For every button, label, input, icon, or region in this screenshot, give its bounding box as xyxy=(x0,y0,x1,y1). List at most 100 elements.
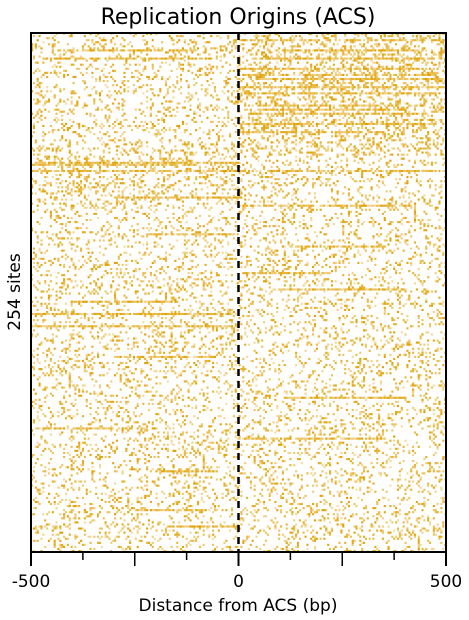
heatmap-cell xyxy=(189,47,192,50)
heatmap-cell xyxy=(353,131,356,134)
heatmap-cell xyxy=(308,98,311,101)
heatmap-cell xyxy=(295,173,298,177)
heatmap-cell xyxy=(389,77,392,81)
heatmap-cell xyxy=(168,186,171,189)
heatmap-cell xyxy=(114,80,117,83)
heatmap-cell xyxy=(293,126,296,130)
heatmap-cell xyxy=(415,131,418,134)
heatmap-cell xyxy=(149,33,152,36)
heatmap-cell xyxy=(415,92,418,95)
heatmap-cell xyxy=(361,80,364,83)
heatmap-cell xyxy=(361,77,364,81)
heatmap-cell xyxy=(263,104,266,107)
heatmap-cell xyxy=(332,75,335,79)
heatmap-cell xyxy=(238,137,241,140)
heatmap-cell xyxy=(308,104,311,107)
heatmap-cell xyxy=(198,69,201,72)
heatmap-cell xyxy=(408,49,411,52)
heatmap-cell xyxy=(438,53,441,56)
heatmap-cell xyxy=(174,137,177,140)
heatmap-cell xyxy=(376,108,379,111)
heatmap-cell xyxy=(272,39,275,42)
heatmap-cell xyxy=(61,186,64,189)
heatmap-cell xyxy=(264,63,267,66)
heatmap-cell xyxy=(121,171,124,175)
heatmap-cell xyxy=(312,139,315,142)
heatmap-cell xyxy=(304,182,307,185)
heatmap-cell xyxy=(178,35,181,38)
heatmap-cell xyxy=(106,131,109,134)
heatmap-cell xyxy=(423,69,426,72)
heatmap-cell xyxy=(266,63,269,66)
heatmap-cell xyxy=(89,163,92,166)
heatmap-cell xyxy=(344,57,347,60)
heatmap-cell xyxy=(378,67,381,70)
heatmap-cell xyxy=(381,49,384,52)
heatmap-cell xyxy=(164,129,168,132)
heatmap-cell xyxy=(323,108,326,111)
heatmap-cell xyxy=(364,84,367,87)
heatmap-cell xyxy=(408,63,411,66)
heatmap-cell xyxy=(280,73,283,77)
heatmap-cell xyxy=(272,100,275,103)
heatmap-cell xyxy=(234,75,237,79)
heatmap-cell xyxy=(200,84,203,87)
heatmap-cell xyxy=(315,84,318,87)
heatmap-cell xyxy=(438,39,441,42)
heatmap-cell xyxy=(76,151,79,154)
heatmap-cell xyxy=(114,178,117,181)
heatmap-cell xyxy=(370,178,373,181)
heatmap-cell xyxy=(344,122,347,126)
heatmap-cell xyxy=(346,118,349,121)
heatmap-cell xyxy=(47,98,51,101)
heatmap-cell xyxy=(312,104,315,107)
heatmap-cell xyxy=(346,92,349,95)
heatmap-cell xyxy=(266,35,269,38)
heatmap-cell xyxy=(193,116,196,119)
heatmap-cell xyxy=(251,155,254,158)
heatmap-cell xyxy=(268,104,271,107)
heatmap-cell xyxy=(315,57,318,60)
heatmap-cell xyxy=(336,122,339,126)
heatmap-cell xyxy=(102,149,105,152)
heatmap-cell xyxy=(81,47,85,50)
heatmap-cell xyxy=(342,59,345,62)
heatmap-cell xyxy=(385,47,388,50)
heatmap-cell xyxy=(176,163,179,166)
heatmap-cell xyxy=(430,39,433,42)
heatmap-cell xyxy=(240,114,243,117)
heatmap-cell xyxy=(423,77,426,81)
heatmap-cell xyxy=(310,122,313,126)
heatmap-cell xyxy=(363,151,366,154)
heatmap-cell xyxy=(270,190,273,193)
heatmap-cell xyxy=(395,73,398,77)
heatmap-cell xyxy=(55,151,58,154)
heatmap-cell xyxy=(304,65,307,68)
heatmap-cell xyxy=(57,169,60,173)
heatmap-cell xyxy=(304,104,307,107)
heatmap-cell xyxy=(298,92,301,95)
heatmap-cell xyxy=(93,57,96,60)
heatmap-cell xyxy=(161,163,164,166)
heatmap-cell xyxy=(230,141,234,144)
heatmap-cell xyxy=(83,102,86,105)
heatmap-cell xyxy=(80,71,83,74)
heatmap-cell xyxy=(246,171,249,175)
heatmap-cell xyxy=(264,67,267,70)
heatmap-cell xyxy=(64,186,68,189)
heatmap-cell xyxy=(344,82,347,85)
heatmap-cell xyxy=(379,122,383,126)
heatmap-cell xyxy=(344,88,347,91)
heatmap-cell xyxy=(204,176,207,179)
heatmap-cell xyxy=(389,35,392,38)
heatmap-cell xyxy=(313,182,317,185)
heatmap-cell xyxy=(274,77,277,81)
heatmap-cell xyxy=(280,88,283,91)
heatmap-cell xyxy=(127,57,130,60)
heatmap-cell xyxy=(129,55,132,58)
heatmap-cell xyxy=(440,190,443,193)
heatmap-cell xyxy=(234,39,237,42)
heatmap-cell xyxy=(396,49,400,52)
heatmap-cell xyxy=(219,37,222,40)
heatmap-cell xyxy=(293,39,296,42)
